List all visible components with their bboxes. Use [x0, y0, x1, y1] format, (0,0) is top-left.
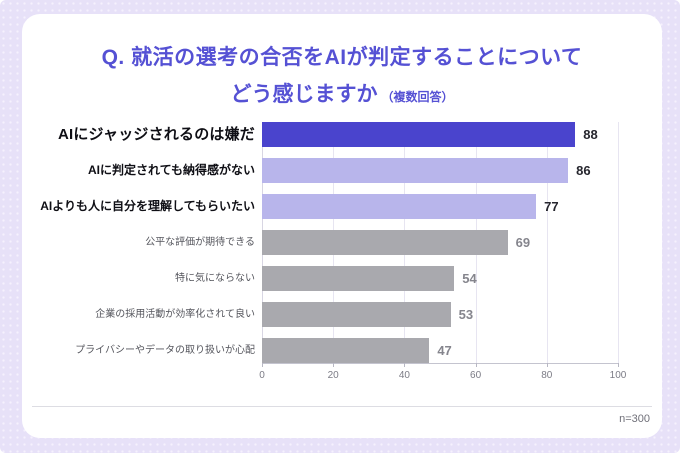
chart-row: 特に気にならない 54 — [22, 266, 662, 291]
bar — [262, 194, 537, 219]
chart-row: プライバシーやデータの取り扱いが心配 47 — [22, 338, 662, 363]
bar-track: 47 — [262, 338, 618, 363]
category-label: 特に気にならない — [175, 272, 255, 284]
value-label: 86 — [576, 163, 591, 178]
title-line-2-text: どう感じますか — [230, 83, 378, 106]
chart-row: 企業の採用活動が効率化されて良い 53 — [22, 302, 662, 327]
chart-row: AIに判定されても納得感がない 86 — [22, 158, 662, 183]
axis-tick — [333, 363, 335, 367]
axis-tick-label: 100 — [609, 370, 627, 381]
category-label: AIに判定されても納得感がない — [87, 162, 255, 177]
gridline — [618, 122, 619, 363]
value-label: 54 — [462, 271, 477, 286]
bar — [262, 338, 430, 363]
chart-title: Q. 就活の選考の合否をAIが判定することについて どう感じますか （複数回答） — [22, 41, 662, 108]
title-line-2: どう感じますか （複数回答） — [22, 78, 662, 108]
axis-tick — [475, 363, 477, 367]
gridline — [546, 122, 548, 363]
bar-track: 69 — [262, 230, 618, 255]
horizontal-bar-chart: AIにジャッジされるのは嫌だ 88 AIに判定されても納得感がない 86 AIよりも人に… — [22, 122, 662, 392]
value-label: 47 — [437, 343, 452, 358]
axis-tick — [546, 363, 548, 367]
bar — [262, 230, 508, 255]
footer-divider — [32, 406, 652, 407]
bar-track: 54 — [262, 266, 618, 291]
value-label: 69 — [515, 235, 531, 250]
bar — [262, 158, 569, 183]
category-label: AIにジャッジされるのは嫌だ — [57, 125, 255, 143]
category-label: AIよりも人に自分を理解してもらいたい — [40, 198, 255, 213]
axis-tick-label: 80 — [541, 370, 553, 381]
bar-track: 77 — [262, 194, 618, 219]
title-line-1: Q. 就活の選考の合否をAIが判定することについて — [101, 46, 583, 69]
bar-rows: AIにジャッジされるのは嫌だ 88 AIに判定されても納得感がない 86 AIよりも人に… — [22, 122, 662, 374]
bar — [262, 266, 455, 291]
chart-row: AIにジャッジされるのは嫌だ 88 — [22, 122, 662, 147]
value-label: 77 — [544, 199, 559, 214]
bar-track: 53 — [262, 302, 618, 327]
axis-tick — [262, 363, 263, 367]
chart-card: Q. 就活の選考の合否をAIが判定することについて どう感じますか （複数回答） … — [22, 14, 662, 438]
bar — [262, 302, 451, 327]
category-label: プライバシーやデータの取り扱いが心配 — [75, 344, 255, 356]
bar-track: 86 — [262, 158, 618, 183]
sample-size-note: n=300 — [619, 413, 650, 425]
bar-track: 88 — [262, 122, 618, 147]
axis-tick — [618, 363, 619, 367]
category-label: 公平な評価が期待できる — [145, 236, 255, 248]
chart-row: 公平な評価が期待できる 69 — [22, 230, 662, 255]
axis-tick — [404, 363, 406, 367]
axis-tick-label: 20 — [327, 370, 339, 381]
axis-tick-label: 60 — [470, 370, 482, 381]
value-label: 88 — [583, 127, 598, 142]
value-label: 53 — [458, 307, 474, 322]
title-note-multiple-answers: （複数回答） — [381, 90, 454, 104]
bar — [262, 122, 576, 147]
chart-row: AIよりも人に自分を理解してもらいたい 77 — [22, 194, 662, 219]
x-axis-line — [262, 363, 618, 364]
category-label: 企業の採用活動が効率化されて良い — [95, 308, 255, 320]
axis-tick-label: 40 — [398, 370, 410, 381]
axis-tick-label: 0 — [259, 370, 265, 381]
